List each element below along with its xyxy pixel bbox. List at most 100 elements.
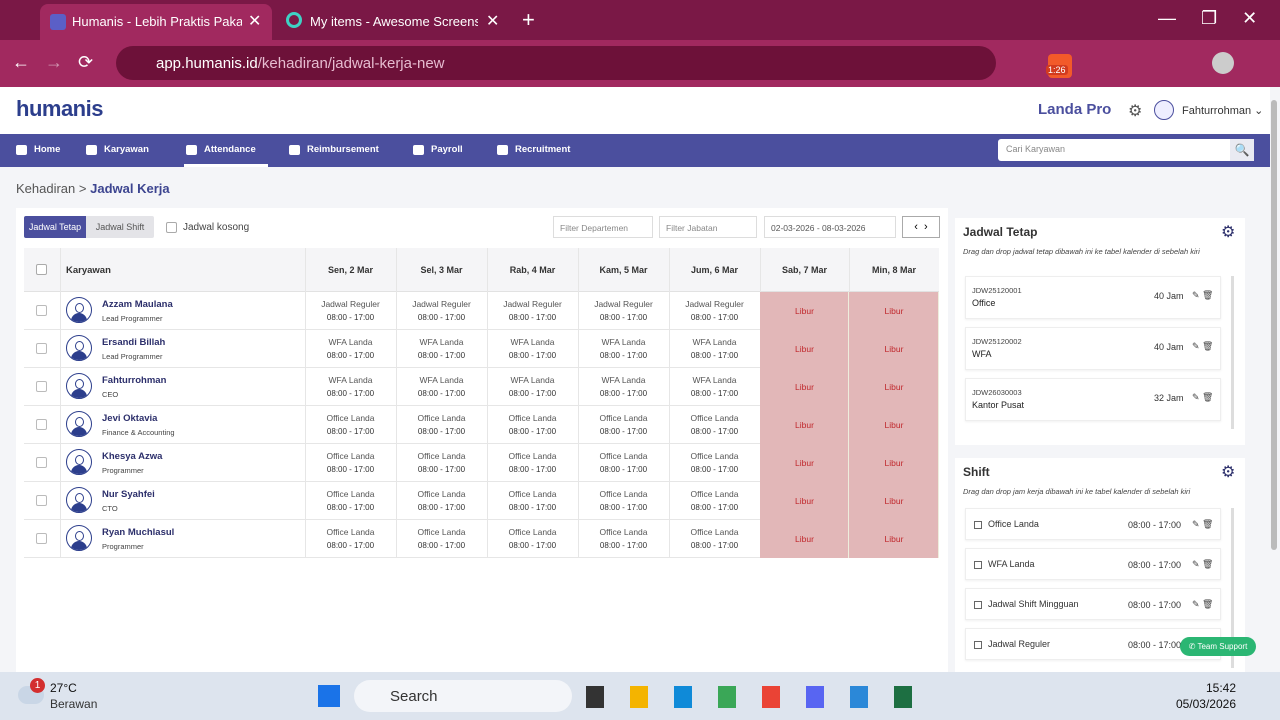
schedule-label[interactable]: Office Landa: [690, 413, 739, 423]
checkbox[interactable]: [36, 381, 47, 392]
schedule-label[interactable]: Office Landa: [599, 527, 648, 537]
logo[interactable]: humanis: [16, 96, 103, 121]
tab-fixed[interactable]: Jadwal Tetap: [24, 216, 86, 238]
tab-close[interactable]: ✕: [248, 13, 262, 30]
schedule-label[interactable]: Office Landa: [326, 413, 375, 423]
employee-name[interactable]: Khesya Azwa: [102, 451, 163, 462]
window-controls[interactable]: — ❐ ✕: [1158, 8, 1258, 28]
nav-item[interactable]: Recruitment: [515, 144, 571, 155]
schedule-label[interactable]: Jadwal Reguler: [412, 299, 471, 309]
item-actions[interactable]: ✎ 🗑: [1192, 290, 1214, 300]
nav-buttons[interactable]: ← → ⟳: [12, 52, 94, 72]
nav-item[interactable]: Reimbursement: [307, 144, 379, 155]
panel-item[interactable]: WFA Landa 08:00 - 17:00 ✎ 🗑: [965, 548, 1221, 580]
employee-name[interactable]: Ryan Muchlasul: [102, 527, 175, 538]
schedule-label[interactable]: Jadwal Reguler: [321, 299, 380, 309]
schedule-label[interactable]: Office Landa: [417, 413, 466, 423]
support-button[interactable]: ✆ Team Support: [1180, 637, 1256, 656]
schedule-label[interactable]: WFA Landa: [328, 337, 373, 347]
schedule-label[interactable]: Office Landa: [326, 527, 375, 537]
omnibox[interactable]: app.humanis.id/kehadiran/jadwal-kerja-ne…: [116, 46, 996, 80]
schedule-label[interactable]: Office Landa: [690, 527, 739, 537]
date-range[interactable]: 02-03-2026 - 08-03-2026: [764, 216, 896, 238]
checkbox[interactable]: [166, 222, 177, 233]
schedule-label[interactable]: WFA Landa: [601, 337, 646, 347]
nav-item[interactable]: Attendance: [204, 144, 256, 155]
item-actions[interactable]: ✎ 🗑: [1192, 341, 1214, 351]
schedule-label[interactable]: Office Landa: [508, 527, 557, 537]
schedule-label[interactable]: Office Landa: [326, 489, 375, 499]
schedule-label[interactable]: Office Landa: [417, 451, 466, 461]
taskbar-search[interactable]: Search: [354, 680, 572, 712]
item-actions[interactable]: ✎ 🗑: [1192, 559, 1214, 569]
schedule-label[interactable]: Office Landa: [690, 451, 739, 461]
schedule-label[interactable]: WFA Landa: [328, 375, 373, 385]
item-actions[interactable]: ✎ 🗑: [1192, 599, 1214, 609]
panel-item[interactable]: JDW25120002 WFA 40 Jam ✎ 🗑: [965, 327, 1221, 370]
schedule-label[interactable]: WFA Landa: [692, 337, 737, 347]
week-nav[interactable]: ‹ ›: [902, 216, 940, 238]
schedule-label[interactable]: Office Landa: [599, 451, 648, 461]
checkbox[interactable]: [36, 343, 47, 354]
search-button[interactable]: 🔍: [1230, 139, 1254, 161]
panel-settings[interactable]: ⚙: [1221, 224, 1236, 241]
schedule-label[interactable]: Office Landa: [417, 527, 466, 537]
panel-item[interactable]: JDW26030003 Kantor Pusat 32 Jam ✎ 🗑: [965, 378, 1221, 421]
app-header: humanis Landa Pro ⚙ Fahturrohman ⌄: [0, 87, 1270, 134]
schedule-label[interactable]: Office Landa: [508, 489, 557, 499]
employee-search[interactable]: Cari Karyawan 🔍: [998, 139, 1254, 161]
schedule-label[interactable]: Office Landa: [599, 413, 648, 423]
panel-item[interactable]: Jadwal Shift Mingguan 08:00 - 17:00 ✎ 🗑: [965, 588, 1221, 620]
schedule-label[interactable]: WFA Landa: [692, 375, 737, 385]
schedule-label[interactable]: Office Landa: [690, 489, 739, 499]
start-button[interactable]: [318, 685, 340, 707]
filter-position[interactable]: Filter Jabatan: [659, 216, 757, 238]
schedule-label[interactable]: Office Landa: [417, 489, 466, 499]
tab-close[interactable]: ✕: [486, 13, 500, 30]
schedule-label[interactable]: Office Landa: [508, 451, 557, 461]
panel-settings[interactable]: ⚙: [1221, 464, 1236, 481]
nav-item[interactable]: Karyawan: [104, 144, 149, 155]
checkbox[interactable]: [36, 419, 47, 430]
filter-department[interactable]: Filter Departemen: [553, 216, 653, 238]
settings[interactable]: ⚙: [1128, 103, 1143, 120]
nav-item[interactable]: Home: [34, 144, 61, 155]
active-tab[interactable]: Humanis - Lebih Praktis Pakai H ✕: [40, 4, 272, 40]
taskbar-apps[interactable]: [586, 686, 912, 708]
item-actions[interactable]: ✎ 🗑: [1192, 392, 1214, 402]
new-tab[interactable]: +: [522, 7, 535, 32]
employee-name[interactable]: Jevi Oktavia: [102, 413, 158, 424]
schedule-label[interactable]: WFA Landa: [510, 375, 555, 385]
schedule-label[interactable]: WFA Landa: [510, 337, 555, 347]
schedule-label[interactable]: Office Landa: [326, 451, 375, 461]
schedule-label[interactable]: WFA Landa: [419, 375, 464, 385]
checkbox[interactable]: [36, 264, 47, 275]
nav-item[interactable]: Payroll: [431, 144, 463, 155]
temperature[interactable]: 27°C: [50, 681, 77, 695]
checkbox[interactable]: [36, 495, 47, 506]
employee-name[interactable]: Fahturrohman: [102, 375, 167, 386]
tab-shift[interactable]: Jadwal Shift: [86, 216, 154, 238]
checkbox[interactable]: [36, 305, 47, 316]
schedule-label[interactable]: Jadwal Reguler: [503, 299, 562, 309]
schedule-label[interactable]: Jadwal Reguler: [594, 299, 653, 309]
item-actions[interactable]: ✎ 🗑: [1192, 519, 1214, 529]
checkbox-label: Jadwal kosong: [183, 222, 250, 233]
employee-name[interactable]: Azzam Maulana: [102, 299, 173, 310]
checkbox[interactable]: [36, 457, 47, 468]
tab-title[interactable]: My items - Awesome Screensho: [310, 14, 478, 29]
schedule-label[interactable]: WFA Landa: [419, 337, 464, 347]
panel-item[interactable]: Office Landa 08:00 - 17:00 ✎ 🗑: [965, 508, 1221, 540]
employee-name[interactable]: Nur Syahfei: [102, 489, 155, 500]
user-name[interactable]: Fahturrohman ⌄: [1182, 105, 1264, 117]
breadcrumb-item[interactable]: Kehadiran: [16, 181, 76, 196]
panel-item[interactable]: JDW25120001 Office 40 Jam ✎ 🗑: [965, 276, 1221, 319]
profile[interactable]: [1212, 52, 1234, 74]
schedule-label[interactable]: Office Landa: [599, 489, 648, 499]
schedule-label[interactable]: Jadwal Reguler: [685, 299, 744, 309]
schedule-label[interactable]: WFA Landa: [601, 375, 646, 385]
checkbox[interactable]: [36, 533, 47, 544]
schedule-label[interactable]: Office Landa: [508, 413, 557, 423]
employee-name[interactable]: Ersandi Billah: [102, 337, 166, 348]
